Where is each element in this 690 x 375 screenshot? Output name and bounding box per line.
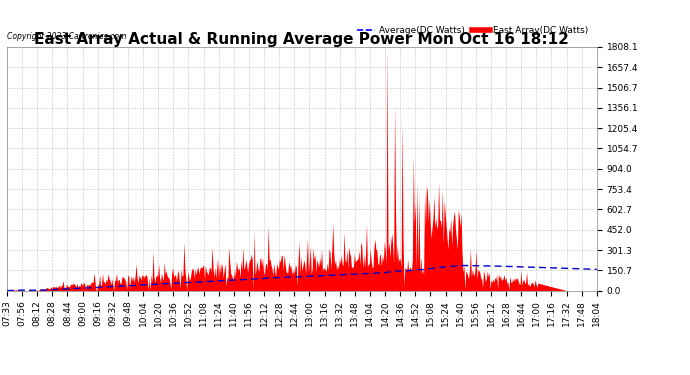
Legend: Average(DC Watts), East Array(DC Watts): Average(DC Watts), East Array(DC Watts) <box>353 22 592 38</box>
Text: Copyright 2023 Cartronics.com: Copyright 2023 Cartronics.com <box>7 32 126 41</box>
Title: East Array Actual & Running Average Power Mon Oct 16 18:12: East Array Actual & Running Average Powe… <box>34 32 569 47</box>
